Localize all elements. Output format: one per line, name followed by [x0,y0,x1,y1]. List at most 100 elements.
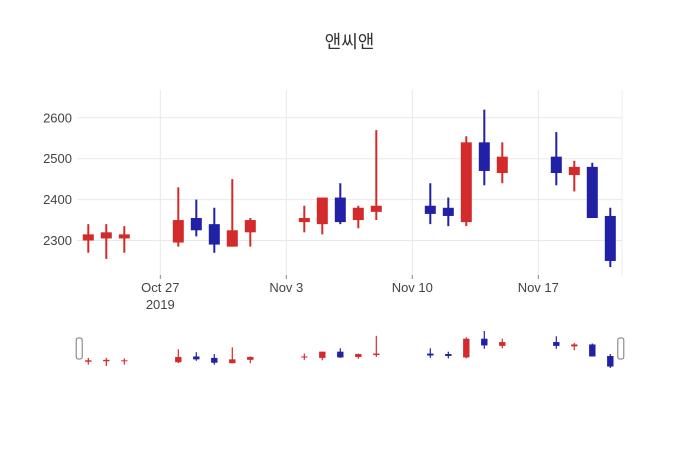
candle-body [568,166,580,176]
y-tick-label: 2400 [43,192,72,207]
candle-body [334,197,346,223]
candle-layer [82,109,616,268]
candle-2019-11-14[interactable] [478,109,490,186]
mini-candle-2019-11-20 [589,343,596,357]
mini-candle-body [427,353,434,356]
candle-2019-10-25[interactable] [118,226,130,253]
mini-candle-body [337,351,344,358]
mini-candle-body [553,342,560,346]
mini-candle-2019-11-21 [607,354,614,368]
candle-body [172,220,184,243]
candle-body [442,207,454,216]
candle-body [190,218,202,231]
candle-2019-11-01[interactable] [244,218,256,247]
candle-2019-10-24[interactable] [100,224,112,259]
mini-candle-2019-11-04 [301,353,308,360]
mini-candle-2019-11-06 [337,348,344,358]
mini-candle-2019-11-12 [445,351,452,359]
candle-2019-11-07[interactable] [352,205,364,229]
mini-candle-2019-10-28 [175,349,182,364]
candle-2019-11-20[interactable] [586,162,598,219]
mini-candle-2019-10-24 [103,357,110,367]
mini-candle-body [103,359,110,362]
candle-2019-11-08[interactable] [370,130,382,221]
x-tick-year-label: 2019 [146,297,175,312]
candle-2019-11-15[interactable] [496,142,508,184]
candle-2019-11-05[interactable] [316,197,328,235]
candle-body [604,215,616,261]
mini-candle-body [373,353,380,356]
candle-2019-11-04[interactable] [298,205,310,233]
candle-body [550,156,562,174]
candle-body [316,197,328,225]
mini-candle-2019-11-11 [427,348,434,358]
candle-body [208,224,220,245]
rangeslider-left-handle[interactable] [75,337,83,360]
chart-title: 앤씨앤 [325,32,375,52]
y-tick-label: 2600 [43,110,72,125]
candle-body [352,207,364,221]
candle-2019-10-31[interactable] [226,179,238,247]
mini-candle-body [247,356,254,360]
rangeslider-track[interactable] [77,328,622,373]
mini-candle-2019-11-14 [481,331,488,349]
mini-candle-2019-11-08 [373,335,380,357]
mini-candle-body [355,354,362,357]
x-tick-label: Oct 27 [141,280,179,295]
mini-candle-2019-11-01 [247,356,254,364]
candle-2019-11-18[interactable] [550,132,562,186]
candle-body [424,205,436,214]
candle-body [460,142,472,223]
candle-body [298,218,310,223]
mini-candle-body [445,354,452,356]
rangeslider-right-handle[interactable] [617,337,625,360]
candle-body [226,230,238,247]
candle-2019-11-21[interactable] [604,207,616,268]
mini-candle-2019-10-30 [211,354,218,365]
candle-2019-10-23[interactable] [82,224,94,253]
mini-candle-2019-11-05 [319,351,326,361]
candle-body [496,156,508,174]
mini-candle-2019-11-13 [463,337,470,359]
mini-candle-body [85,360,92,362]
candle-2019-11-12[interactable] [442,197,454,227]
candle-2019-11-19[interactable] [568,160,580,192]
candle-2019-11-06[interactable] [334,183,346,225]
mini-candle-body [301,356,308,358]
mini-candle-body [481,338,488,346]
mini-candle-body [607,355,614,367]
mini-candle-2019-10-29 [193,352,200,361]
axis-layer: Oct 27 2019 Nov 3 Nov 10 Nov 17 2300 2400 2500 2… [43,110,559,312]
mini-candle-body [175,356,182,363]
mini-candle-2019-11-15 [499,338,506,349]
mini-candle-body [319,351,326,358]
candle-2019-11-13[interactable] [460,136,472,227]
mini-candle-body [229,359,236,364]
candle-2019-10-29[interactable] [190,199,202,237]
y-tick-label: 2300 [43,233,72,248]
candle-2019-10-28[interactable] [172,187,184,247]
candle-body [82,234,94,241]
candle-2019-10-30[interactable] [208,207,220,253]
rangeslider[interactable] [75,328,625,373]
mini-candle-2019-11-07 [355,353,362,359]
candle-body [370,205,382,212]
candle-body [118,234,130,239]
mini-candle-body [589,344,596,357]
mini-candle-body [193,356,200,360]
x-tick-label: Nov 17 [518,280,559,295]
mini-candle-2019-10-25 [121,358,128,365]
candle-2019-11-11[interactable] [424,183,436,225]
grid-layer [77,90,623,275]
candle-body [586,166,598,219]
candle-body [244,220,256,233]
mini-candle-2019-10-31 [229,347,236,364]
candle-body [478,142,490,171]
mini-candle-2019-11-19 [571,343,578,351]
mini-candle-2019-10-23 [85,357,92,365]
x-tick-label: Nov 3 [269,280,303,295]
mini-candle-body [463,338,470,358]
candle-body [100,232,112,239]
